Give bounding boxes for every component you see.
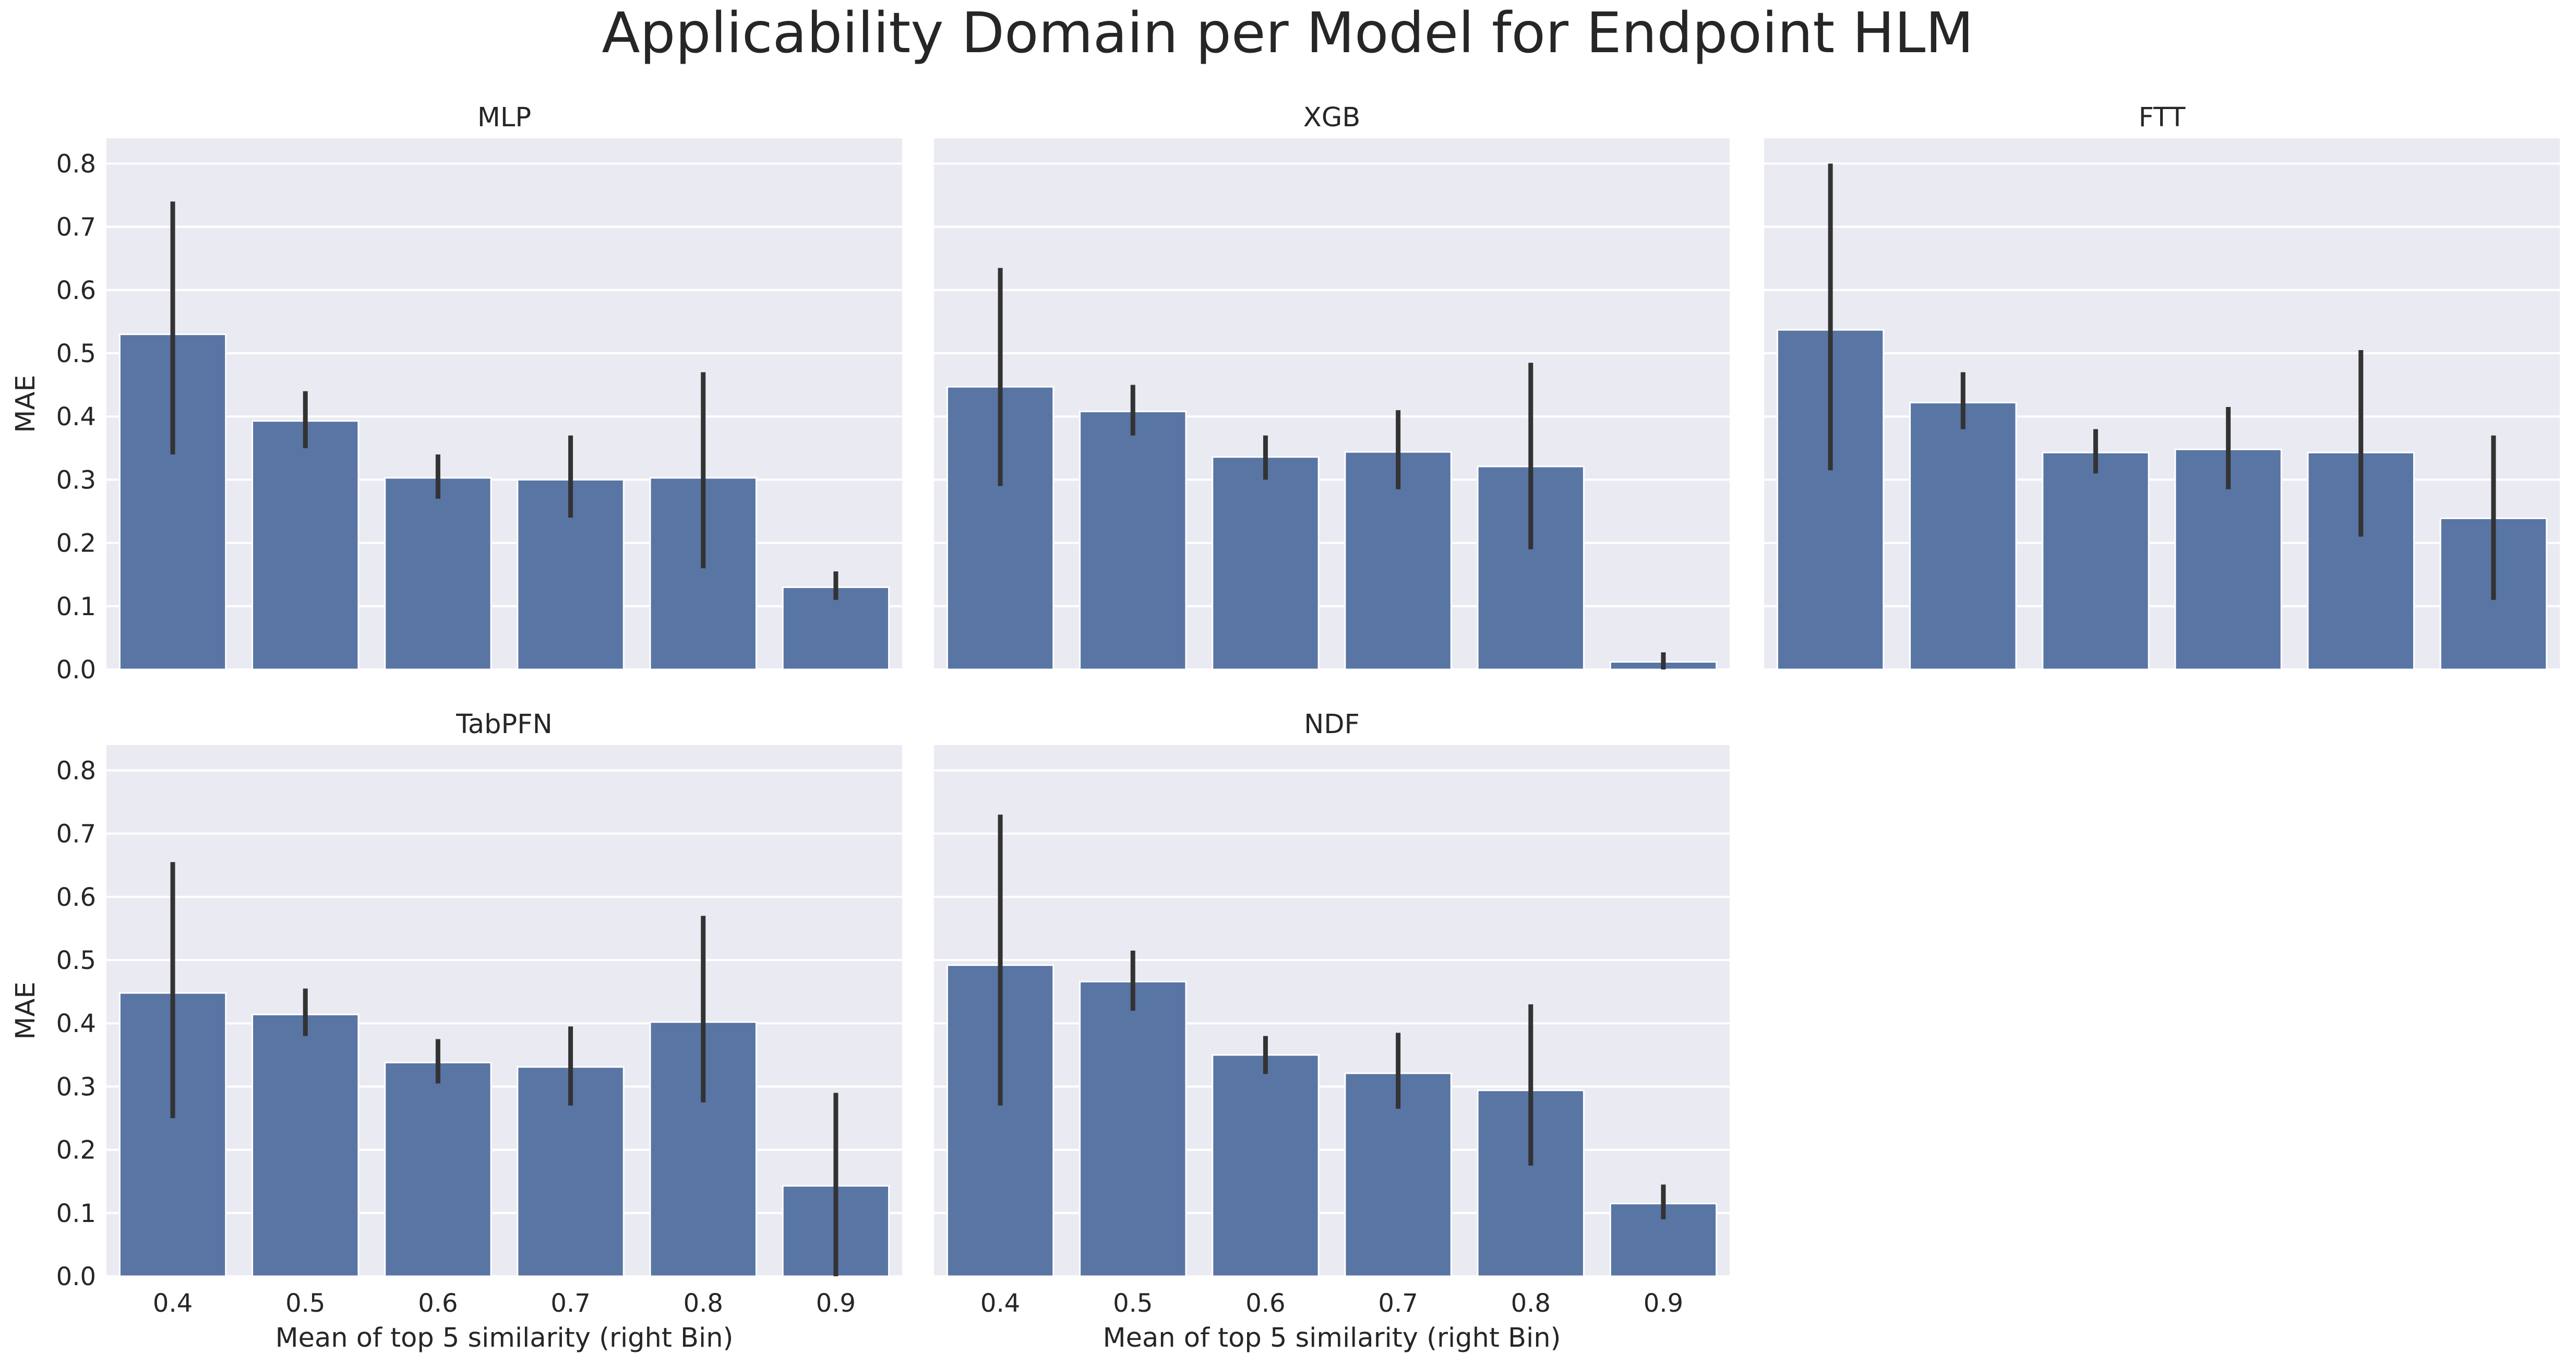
bar-ftt-0.6 xyxy=(2042,451,2150,670)
y-tick-label: 0.6 xyxy=(56,883,96,912)
y-tick-label: 0.5 xyxy=(56,946,96,975)
panel-title: NDF xyxy=(1304,709,1360,740)
x-tick-label: 0.4 xyxy=(153,1289,193,1318)
panel-title: XGB xyxy=(1303,102,1360,133)
y-tick-label: 0.1 xyxy=(56,592,96,621)
panel-ndf: 0.4 0.5 0.6 0.7 0.8 0.9 NDF Mean of top 5 simil… xyxy=(934,709,1730,1353)
panel-mlp: 0.0 0.1 0.2 0.3 0.4 0.5 0.6 0.7 0.8 MLP MAE xyxy=(10,102,902,685)
panel-xgb: XGB xyxy=(934,102,1730,670)
y-tick-label: 0.2 xyxy=(56,1136,96,1165)
bar-mlp-0.9 xyxy=(782,586,890,670)
y-tick-label: 0.4 xyxy=(56,402,96,432)
x-tick-label: 0.7 xyxy=(550,1289,590,1318)
y-tick-label: 0.4 xyxy=(56,1009,96,1038)
y-tick-label: 0.0 xyxy=(56,1262,96,1291)
y-tick-label: 0.0 xyxy=(56,655,96,685)
y-tick-label: 0.3 xyxy=(56,1072,96,1101)
y-tick-label: 0.1 xyxy=(56,1199,96,1228)
x-tick-label: 0.4 xyxy=(980,1289,1020,1318)
bar-xgb-0.6 xyxy=(1212,456,1320,670)
bar-xgb-0.5 xyxy=(1079,411,1187,670)
bar-tabpfn-0.6 xyxy=(384,1061,492,1277)
x-tick-label: 0.8 xyxy=(1511,1289,1551,1318)
panel-tabpfn: 0.0 0.1 0.2 0.3 0.4 0.5 0.6 0.7 0.8 0.4 0.5 0.6 0.7 0… xyxy=(10,709,902,1353)
panel-title: TabPFN xyxy=(456,709,553,740)
x-tick-label: 0.8 xyxy=(684,1289,723,1318)
x-tick-label: 0.5 xyxy=(285,1289,325,1318)
y-tick-label: 0.3 xyxy=(56,465,96,495)
bar-mlp-0.5 xyxy=(251,420,360,670)
bar-mlp-0.8 xyxy=(649,477,757,670)
x-tick-label: 0.9 xyxy=(1644,1289,1683,1318)
panel-title: MLP xyxy=(477,102,531,133)
x-tick-label: 0.7 xyxy=(1378,1289,1418,1318)
x-axis-label: Mean of top 5 similarity (right Bin) xyxy=(1103,1323,1561,1353)
x-tick-label: 0.6 xyxy=(1245,1289,1285,1318)
panel-ftt: FTT xyxy=(1764,102,2560,670)
x-tick-label: 0.9 xyxy=(816,1289,856,1318)
bar-ftt-0.5 xyxy=(1909,402,2017,670)
bar-ndf-0.6 xyxy=(1212,1054,1320,1277)
x-tick-label: 0.6 xyxy=(418,1289,458,1318)
panel-title: FTT xyxy=(2139,102,2186,133)
y-tick-label: 0.8 xyxy=(56,149,96,178)
y-tick-label: 0.7 xyxy=(56,820,96,849)
bar-ndf-0.5 xyxy=(1079,980,1187,1277)
x-tick-label: 0.5 xyxy=(1113,1289,1153,1318)
bar-mlp-0.6 xyxy=(384,477,492,670)
y-tick-label: 0.7 xyxy=(56,213,96,242)
bar-tabpfn-0.5 xyxy=(251,1013,360,1277)
y-axis-label: MAE xyxy=(10,981,41,1039)
y-tick-label: 0.6 xyxy=(56,276,96,305)
y-tick-label: 0.5 xyxy=(56,339,96,368)
y-tick-label: 0.8 xyxy=(56,756,96,785)
y-tick-label: 0.2 xyxy=(56,529,96,558)
panels-group: 0.0 0.1 0.2 0.3 0.4 0.5 0.6 0.7 0.8 MLP MAE XGB FTT 0… xyxy=(10,102,2560,1353)
x-axis-label: Mean of top 5 similarity (right Bin) xyxy=(275,1323,734,1353)
y-axis-label: MAE xyxy=(10,375,41,433)
chart-title: Applicability Domain per Model for Endpo… xyxy=(602,1,1973,66)
